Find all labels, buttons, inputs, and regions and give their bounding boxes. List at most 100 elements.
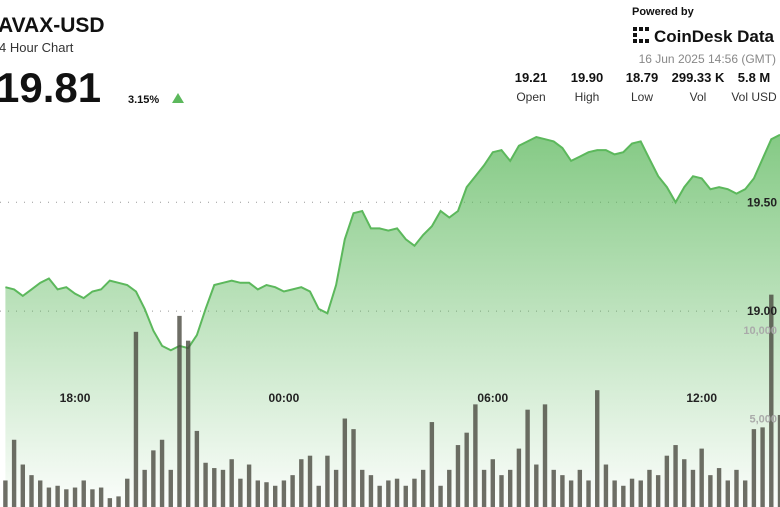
volume-bar [29, 475, 34, 507]
volume-bar [751, 429, 757, 507]
subtitle: 4 Hour Chart [0, 40, 74, 55]
volume-bar [490, 459, 495, 507]
volume-bar [333, 469, 339, 507]
volume-bar [125, 478, 130, 507]
volume-bar [307, 455, 313, 507]
x-tick-label: 12:00 [686, 391, 717, 405]
volume-bar [81, 480, 86, 507]
volume-bar [473, 404, 478, 507]
volume-bar [612, 480, 617, 507]
volume-bar [38, 480, 43, 507]
volume-bar [107, 498, 113, 507]
volume-bar [377, 485, 382, 507]
volume-bar [664, 455, 670, 507]
volume-bar [116, 496, 121, 507]
stats: 19.21 Open 19.90 High 18.79 Low 299.33 K Vol 5.8… [515, 70, 777, 104]
volume-bar [708, 475, 713, 507]
volume-bar [325, 455, 330, 507]
volume-bar [438, 485, 443, 507]
brand-logo [633, 27, 649, 43]
brand: CoinDesk Data [654, 27, 775, 46]
volume-bar [185, 340, 191, 507]
x-tick-label: 06:00 [477, 391, 508, 405]
volume-bar [142, 469, 147, 507]
volume-bar [777, 414, 780, 507]
volume-bar [3, 480, 8, 507]
volume-bar [760, 427, 765, 507]
volume-bar [133, 331, 139, 507]
volume-bar [255, 480, 260, 507]
volume-bar [742, 480, 748, 507]
volume-bar [455, 445, 461, 507]
volume-bar [420, 469, 426, 507]
volume-bar [403, 485, 408, 507]
volume-bar [394, 478, 400, 507]
volume-bar [551, 469, 556, 507]
volume-bar [429, 422, 435, 507]
x-tick-label: 18:00 [60, 391, 91, 405]
volume-bar [629, 478, 635, 507]
stat-value: 19.21 [515, 70, 548, 85]
volume-bar [20, 464, 26, 507]
volume-bar [595, 390, 600, 507]
volume-bar [246, 464, 252, 507]
volume-bar [55, 485, 60, 507]
volume-bar [168, 469, 173, 507]
stat-value: 18.79 [626, 70, 659, 85]
stat-label: Vol [690, 90, 707, 104]
volume-bar [412, 478, 417, 507]
stat-value: 5.8 M [738, 70, 771, 85]
volume-bar [725, 480, 730, 507]
volume-bar [46, 487, 52, 507]
y-tick-label: 19.00 [747, 304, 777, 318]
stat-label: Open [516, 90, 545, 104]
y2-tick-label: 5,000 [749, 414, 777, 426]
volume-bar [342, 418, 348, 507]
volume-bar [299, 459, 304, 507]
volume-bar [203, 462, 208, 507]
volume-bar [290, 475, 295, 507]
price-line [5, 133, 780, 352]
stat-label: Vol USD [731, 90, 777, 104]
stat-label: High [575, 90, 600, 104]
volume-bar [682, 459, 687, 507]
volume-bar [525, 409, 530, 507]
price-area [5, 134, 780, 507]
volume-bar [481, 469, 487, 507]
volume-bar [90, 489, 95, 507]
volume-bar [351, 429, 356, 507]
price: 19.81 [0, 64, 101, 111]
volume-bar [464, 432, 469, 507]
symbol: AVAX-USD [0, 14, 105, 37]
plot-area: 19.50 19.00 10,000 5,000 18:00 00:00 06:00 12:0… [0, 133, 780, 507]
volume-bar [368, 475, 374, 507]
volume-bar [386, 480, 391, 507]
volume-bar [716, 468, 722, 507]
volume-bar [534, 464, 539, 507]
change: 3.15% [128, 94, 159, 106]
volume-bar [769, 294, 774, 507]
volume-bar [151, 450, 156, 507]
volume-bar [577, 469, 583, 507]
volume-bar [447, 469, 452, 507]
volume-bar [316, 485, 321, 507]
powered-by: Powered by [632, 6, 695, 18]
x-tick-label: 00:00 [269, 391, 300, 405]
volume-bar [507, 469, 513, 507]
volume-bar [734, 469, 739, 507]
stat-value: 19.90 [571, 70, 604, 85]
volume-bar [281, 480, 287, 507]
y2-tick-label: 10,000 [743, 325, 777, 337]
volume-bar [655, 475, 661, 507]
volume-bar [212, 468, 217, 507]
volume-bar [220, 469, 226, 507]
volume-bar [98, 487, 104, 507]
volume-bar [568, 480, 574, 507]
volume-bar [542, 404, 548, 507]
volume-bar [177, 315, 182, 507]
volume-bar [360, 469, 365, 507]
volume-bar [673, 445, 678, 507]
up-arrow [172, 93, 184, 103]
volume-bar [621, 485, 626, 507]
